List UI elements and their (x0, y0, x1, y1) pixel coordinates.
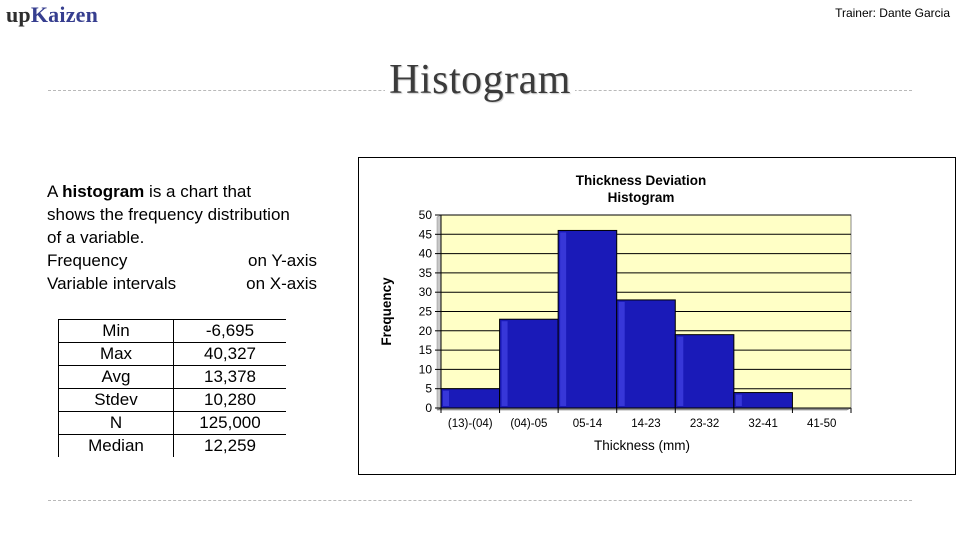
x-tick-label: 32-41 (748, 418, 777, 430)
x-tick-label: 41-50 (807, 418, 836, 430)
bar-highlight (677, 336, 684, 406)
histogram-bar (733, 392, 793, 409)
stat-value: 13,378 (173, 365, 286, 389)
x-axis-label: Thickness (mm) (594, 438, 690, 453)
y-tick-label: 30 (419, 285, 433, 299)
y-tick-label: 5 (425, 382, 432, 396)
y-tick-label: 15 (419, 343, 433, 357)
stat-label: Avg (58, 365, 174, 389)
stat-value: 10,280 (173, 388, 286, 412)
logo-brand: Kaizen (30, 2, 99, 27)
y-tick-label: 40 (419, 247, 433, 261)
bar-highlight (735, 394, 742, 406)
table-row: Min -6,695 (58, 319, 286, 343)
stat-label: N (58, 411, 174, 435)
desc-row2-left: Variable intervals (47, 274, 177, 293)
bar-highlight (560, 232, 567, 406)
bar-highlight (618, 301, 625, 406)
logo-prefix: up (6, 2, 31, 27)
y-tick-label: 20 (419, 324, 433, 338)
y-axis-label: Frequency (379, 277, 394, 346)
x-tick-label: 23-32 (690, 418, 719, 430)
plot-side-wall (436, 214, 442, 411)
table-row: Avg 13,378 (58, 365, 286, 389)
desc-line1-pre: A (47, 182, 63, 201)
stat-label: Median (58, 434, 174, 457)
stat-value: 40,327 (173, 342, 286, 366)
stat-label: Min (58, 319, 174, 343)
histogram-chart: 0 5 10 15 20 25 30 35 40 45 50 (13)-(04) (04)-05 05-1… (358, 157, 956, 475)
description-line-2: shows the frequency distribution (47, 205, 290, 224)
desc-row1-left: Frequency (47, 251, 128, 270)
description-row-intervals: Variable intervals on X-axis (47, 272, 317, 295)
histogram-bar (557, 229, 618, 409)
slide-title: Histogram (385, 57, 575, 103)
table-row: N 125,000 (58, 411, 286, 435)
description-line-1: A histogram is a chart that (47, 180, 337, 203)
description-text: A histogram is a chart that shows the fr… (47, 180, 337, 295)
histogram-bar (499, 318, 559, 409)
stat-label: Stdev (58, 388, 174, 412)
chart-title-line: Thickness Deviation (576, 173, 707, 188)
desc-line1-post: is a chart that (144, 182, 252, 201)
bar-highlight (443, 390, 449, 406)
bar-highlight (501, 321, 508, 406)
y-tick-label: 45 (419, 227, 433, 241)
histogram-bar (674, 334, 735, 409)
x-tick-label: 05-14 (573, 418, 603, 430)
description-line-3: of a variable. (47, 228, 145, 247)
table-row: Stdev 10,280 (58, 388, 286, 412)
x-tick-label: (04)-05 (510, 418, 547, 430)
bottom-divider (48, 500, 912, 501)
table-row: Median 12,259 (58, 434, 286, 457)
y-tick-label: 25 (419, 305, 433, 319)
stat-value: 12,259 (173, 434, 286, 457)
description-row-frequency: Frequency on Y-axis (47, 249, 317, 272)
brand-logo: upKaizen (6, 2, 98, 28)
histogram-svg: 0 5 10 15 20 25 30 35 40 45 50 (13)-(04) (04)-05 05-1… (379, 173, 852, 453)
desc-row2-right: on X-axis (246, 274, 317, 293)
x-tick-label: 14-23 (631, 418, 660, 430)
chart-title-line: Histogram (608, 190, 675, 205)
stat-label: Max (58, 342, 174, 366)
y-tick-label: 50 (419, 208, 433, 222)
histogram-bar (616, 299, 676, 409)
x-tick-label: (13)-(04) (448, 418, 493, 430)
stats-table: Min -6,695 Max 40,327 Avg 13,378 Stdev 10,28… (58, 319, 286, 457)
trainer-label: Trainer: Dante Garcia (835, 6, 950, 20)
slide-title-wrap: Histogram (0, 56, 960, 104)
y-tick-label: 10 (419, 362, 433, 376)
y-tick-label: 0 (425, 401, 432, 415)
desc-line1-bold: histogram (62, 182, 145, 201)
y-tick-label: 35 (419, 266, 433, 280)
table-row: Max 40,327 (58, 342, 286, 366)
stat-value: 125,000 (173, 411, 286, 435)
stat-value: -6,695 (173, 319, 286, 343)
histogram-bar (440, 388, 501, 409)
desc-row1-right: on Y-axis (248, 251, 317, 270)
